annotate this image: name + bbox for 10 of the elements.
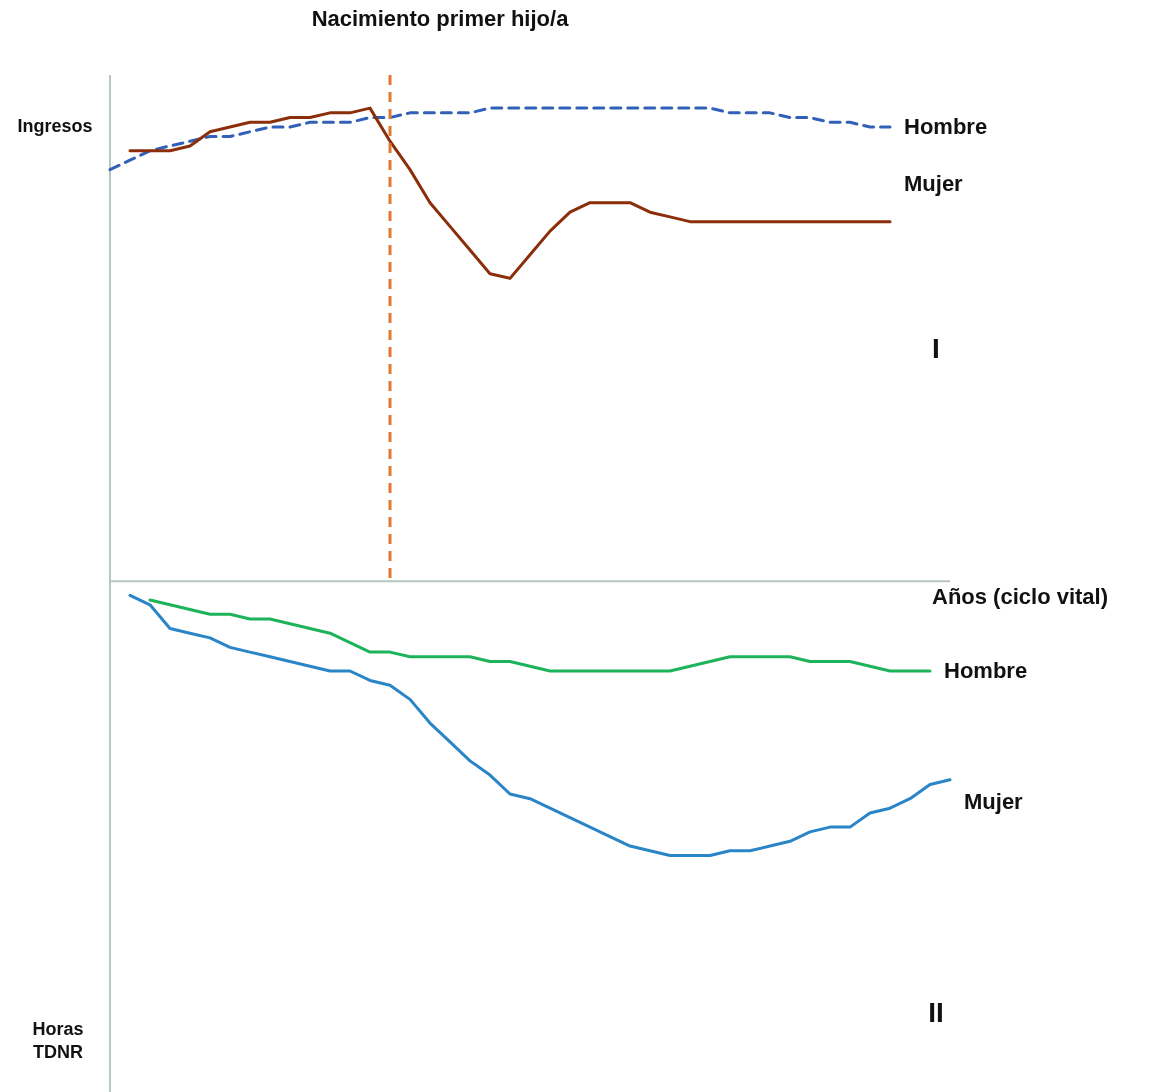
- y-axis-title: Ingresos: [17, 116, 93, 136]
- x-axis-title: Años (ciclo vital): [932, 584, 1109, 609]
- series-label: Mujer: [904, 170, 964, 196]
- series-label: Hombre: [944, 658, 1028, 684]
- text: Nacimiento primer hijo/a: [311, 6, 570, 31]
- text: II: [928, 997, 944, 1028]
- annotation: I: [932, 333, 940, 364]
- series-label: Mujer: [964, 788, 1024, 814]
- series-label: Hombre: [904, 114, 988, 140]
- text: Horas TDNR: [32, 1019, 84, 1062]
